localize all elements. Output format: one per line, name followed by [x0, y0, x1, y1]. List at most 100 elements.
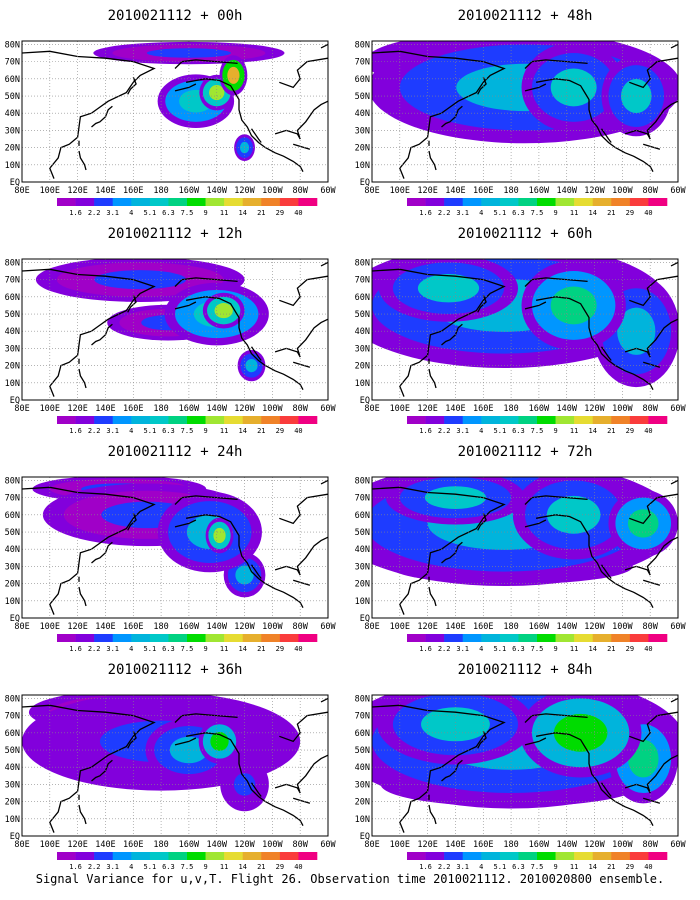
coastline	[524, 713, 588, 723]
colorbar-swatch	[261, 852, 281, 860]
x-tick-label: 140W	[206, 840, 227, 850]
plot-area: 80E 100E 120E 140E 160E 180 160W 140W 120W 100W 80…	[5, 258, 337, 414]
colorbar-swatch	[499, 198, 519, 206]
colorbar-label: 2.2	[438, 427, 451, 435]
plot-frame	[371, 258, 679, 401]
colorbar-label: 14	[588, 427, 596, 435]
y-tick-label: 10N	[5, 597, 20, 607]
colorbar-label: 2.2	[438, 863, 451, 871]
colorbar-label: 14	[238, 645, 246, 653]
x-tick-label: 100E	[40, 840, 60, 850]
coastline	[22, 50, 156, 179]
colorbar-swatch	[481, 852, 501, 860]
colorbar-swatch	[462, 852, 482, 860]
x-tick-label: 120E	[417, 622, 437, 632]
colorbar-swatch	[518, 852, 538, 860]
coastline	[274, 100, 328, 140]
colorbar-label: 6.3	[162, 645, 175, 653]
y-tick-label: 70N	[355, 276, 370, 286]
y-tick-label: 10N	[5, 161, 20, 171]
coastline	[250, 346, 262, 361]
colorbar-label: 11	[570, 863, 578, 871]
x-tick-label: 80E	[14, 840, 29, 850]
variance-field	[22, 695, 328, 833]
coastline	[174, 495, 238, 505]
y-tick-label: 10N	[355, 379, 370, 389]
coastline	[372, 50, 506, 179]
x-tick-label: 140W	[556, 186, 577, 196]
y-tick-label: EQ	[10, 396, 20, 406]
colorbar-label: 40	[294, 863, 302, 871]
x-tick-label: 160W	[179, 186, 200, 196]
coastline	[174, 519, 197, 528]
colorbar-swatch	[187, 852, 206, 860]
x-tick-label: 100E	[390, 622, 410, 632]
plot-frame	[371, 694, 679, 837]
coastline	[643, 143, 661, 150]
colorbar-swatch	[425, 852, 445, 860]
x-tick-label: 60W	[670, 404, 686, 414]
colorbar-label: 5.1	[494, 863, 507, 871]
x-tick-label: 100E	[40, 404, 60, 414]
colorbar-swatch	[261, 416, 281, 424]
colorbar-swatch	[425, 198, 445, 206]
colorbar-swatch	[224, 198, 244, 206]
y-tick-label: EQ	[10, 178, 20, 188]
coastline	[624, 754, 678, 794]
y-tick-label: 80N	[5, 694, 20, 704]
colorbar-swatch	[75, 198, 95, 206]
x-tick-label: 100W	[612, 404, 633, 414]
colorbar-label: 6.3	[162, 209, 175, 217]
y-tick-label: 10N	[355, 161, 370, 171]
colorbar-label: 21	[257, 645, 265, 653]
coastline	[524, 301, 547, 310]
x-tick-label: 140E	[445, 404, 465, 414]
colorbar-label: 6.3	[512, 209, 525, 217]
x-tick-label: 100W	[262, 622, 283, 632]
colorbar-swatch	[75, 416, 95, 424]
colorbar-label: 9	[553, 645, 557, 653]
panel-36h: 2010021112 + 36h 80E 100E 120E 140E 160E 180 1…	[0, 654, 350, 879]
y-tick-label: 50N	[5, 92, 20, 102]
y-tick-label: 20N	[5, 144, 20, 154]
colorbar-swatch	[629, 852, 649, 860]
coastline	[535, 732, 654, 827]
coastline	[670, 479, 678, 485]
colorbar: 1.6 2.2 3.1 4 5.1 6.3 7.5 9 11 14 21 29 40	[57, 198, 318, 217]
colorbar-swatch	[112, 198, 132, 206]
panel-title: 2010021112 + 72h	[457, 444, 593, 460]
colorbar-label: 29	[626, 427, 634, 435]
y-tick-label: EQ	[360, 178, 370, 188]
plot-area: 80E 100E 120E 140E 160E 180 160W 140W 120W 100W 80…	[5, 40, 337, 196]
coastline	[250, 564, 262, 579]
colorbar-label: 9	[553, 427, 557, 435]
colorbar-swatch	[131, 416, 151, 424]
y-tick-label: EQ	[360, 614, 370, 624]
y-tick-label: 80N	[5, 258, 20, 268]
y-tick-label: 60N	[5, 293, 20, 303]
plot-frame	[21, 258, 329, 401]
colorbar-label: 29	[276, 209, 284, 217]
colorbar-label: 11	[220, 209, 228, 217]
colorbar-label: 29	[276, 645, 284, 653]
colorbar-label: 40	[294, 209, 302, 217]
x-tick-label: 100W	[262, 404, 283, 414]
colorbar-swatch	[112, 416, 132, 424]
panel-title: 2010021112 + 36h	[107, 662, 243, 678]
colorbar-swatch	[481, 416, 501, 424]
colorbar-swatch	[279, 198, 299, 206]
y-tick-label: 70N	[5, 494, 20, 504]
x-tick-label: 160E	[473, 404, 493, 414]
colorbar-swatch	[168, 634, 188, 642]
coastline	[428, 368, 437, 389]
coastline	[535, 296, 654, 391]
colorbar-label: 29	[626, 863, 634, 871]
colorbar-label: 4	[129, 645, 133, 653]
y-tick-label: 70N	[355, 712, 370, 722]
colorbar-swatch	[149, 852, 169, 860]
x-tick-label: 80W	[643, 622, 659, 632]
panel-title: 2010021112 + 12h	[107, 226, 243, 242]
coastline	[22, 268, 156, 397]
map-plot: 80E 100E 120E 140E 160E 180 160W 140W 120W 100W 80…	[350, 476, 700, 660]
colorbar-label: 4	[479, 863, 483, 871]
